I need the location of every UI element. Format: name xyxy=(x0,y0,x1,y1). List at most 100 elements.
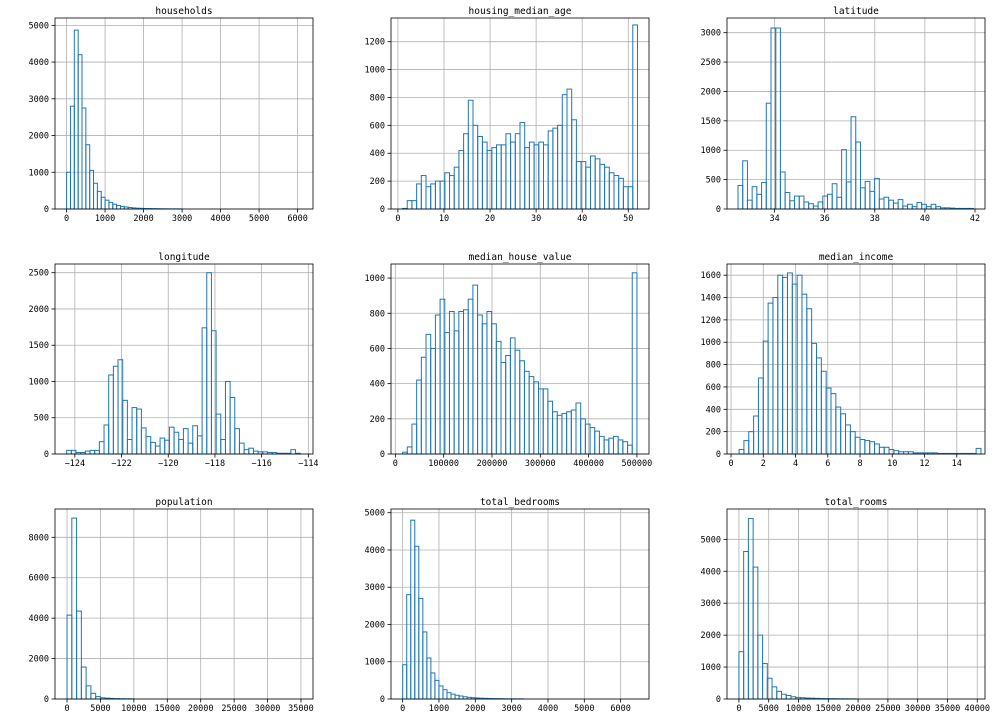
axes-frame xyxy=(390,17,650,210)
x-tick-label: 36 xyxy=(820,214,830,224)
histogram-bar xyxy=(71,517,78,700)
y-tick-label: 600 xyxy=(370,121,385,131)
x-tick-label: 20000 xyxy=(845,704,871,714)
y-tick-label: 800 xyxy=(370,93,385,103)
x-tick-label: 12 xyxy=(919,459,929,469)
x-tick-label: 0 xyxy=(736,704,741,714)
x-tick-label: 38 xyxy=(870,214,880,224)
histogram-bar xyxy=(854,436,861,455)
histogram-bar xyxy=(418,597,424,700)
histogram-bar xyxy=(888,199,894,210)
histogram-bar xyxy=(220,438,226,455)
histogram-bar xyxy=(450,693,456,700)
y-tick-label: 2000 xyxy=(29,655,49,665)
histogram-bar xyxy=(757,377,764,455)
histogram-bar xyxy=(743,440,750,455)
histogram-bar xyxy=(830,393,837,455)
histogram-bar xyxy=(458,695,464,700)
histogram-bar xyxy=(617,439,624,455)
histogram-bar xyxy=(519,122,526,210)
histogram-bar xyxy=(467,298,474,455)
histogram-bar xyxy=(458,311,465,455)
y-tick-label: 1000 xyxy=(29,168,49,178)
histogram-bar xyxy=(776,690,783,700)
histogram-bar xyxy=(514,349,521,455)
y-tick-label: 3000 xyxy=(365,583,385,593)
histogram-bar xyxy=(801,293,808,455)
histogram-bar xyxy=(442,689,448,700)
histogram-bar xyxy=(85,144,91,210)
x-tick-label: 0 xyxy=(393,459,398,469)
histogram-bar xyxy=(81,107,87,210)
x-tick-label: 34 xyxy=(769,214,779,224)
y-tick-label: 2500 xyxy=(701,58,721,68)
histogram-bar xyxy=(789,200,796,210)
y-tick-label: 3000 xyxy=(701,29,721,39)
histogram-bar xyxy=(766,677,773,700)
histogram-bar xyxy=(612,435,619,455)
histogram-bar xyxy=(420,356,427,455)
x-tick-label: 3000 xyxy=(501,704,521,714)
y-tick-label: 0 xyxy=(380,695,385,705)
x-tick-label: 0 xyxy=(64,704,69,714)
histogram-bar xyxy=(580,418,586,455)
histogram-bar xyxy=(252,450,259,455)
histogram-bar xyxy=(803,201,810,210)
histogram-bar xyxy=(779,171,786,210)
histogram-bar xyxy=(528,141,535,210)
y-tick-label: 5000 xyxy=(29,21,49,31)
histogram-bar xyxy=(103,424,110,455)
histogram-bar xyxy=(426,657,432,700)
x-tick-label: 4000 xyxy=(538,704,558,714)
histogram-bar xyxy=(850,116,857,210)
x-tick-label: 40 xyxy=(577,214,587,224)
histogram-bar xyxy=(756,193,763,210)
histogram-bar xyxy=(608,437,614,455)
x-tick-label: 2000 xyxy=(133,214,153,224)
histogram-bar xyxy=(66,614,73,700)
histogram-bar xyxy=(116,205,121,210)
histogram-bar xyxy=(89,169,95,210)
histogram-bar xyxy=(604,166,610,210)
histogram-bar xyxy=(406,594,412,700)
x-tick-label: 35000 xyxy=(935,704,961,714)
histogram-bar xyxy=(561,413,568,455)
y-tick-label: 200 xyxy=(370,177,385,187)
histogram-bar xyxy=(589,155,596,210)
histogram-bar xyxy=(510,141,516,210)
x-tick-label: 25000 xyxy=(221,704,247,714)
histogram-bar xyxy=(781,693,787,700)
histogram-bar xyxy=(89,449,96,455)
histogram-bar xyxy=(538,388,544,455)
histogram-bar xyxy=(136,408,142,455)
histogram-bar xyxy=(538,141,544,210)
x-tick-label: 30000 xyxy=(905,704,931,714)
histogram-bar xyxy=(430,672,436,700)
y-tick-label: 500 xyxy=(706,176,721,186)
x-tick-label: −122 xyxy=(111,459,131,469)
y-tick-label: 4000 xyxy=(29,614,49,624)
histogram-bar xyxy=(798,195,805,210)
axes-frame xyxy=(390,263,650,455)
histogram-bar xyxy=(570,409,577,455)
histogram-bar xyxy=(561,94,568,210)
histogram-bar xyxy=(411,200,418,210)
histogram-bar xyxy=(786,272,793,455)
histogram-bar xyxy=(907,203,913,210)
histogram-bar xyxy=(820,370,827,455)
x-tick-label: 40 xyxy=(920,214,930,224)
histogram-bar xyxy=(631,272,638,455)
x-tick-label: 5000 xyxy=(758,704,778,714)
histogram-bar xyxy=(737,184,744,210)
y-tick-label: 400 xyxy=(370,149,385,159)
histogram-bar xyxy=(622,186,629,210)
x-tick-label: 8 xyxy=(857,459,862,469)
histogram-bar xyxy=(140,427,147,455)
x-tick-label: 15000 xyxy=(815,704,841,714)
histogram-bar xyxy=(173,431,180,455)
histogram-bar xyxy=(589,427,596,455)
histogram-bar xyxy=(575,161,582,210)
y-tick-label: 8000 xyxy=(29,533,49,543)
histogram-bar xyxy=(472,124,479,210)
histogram-bar xyxy=(811,342,817,455)
